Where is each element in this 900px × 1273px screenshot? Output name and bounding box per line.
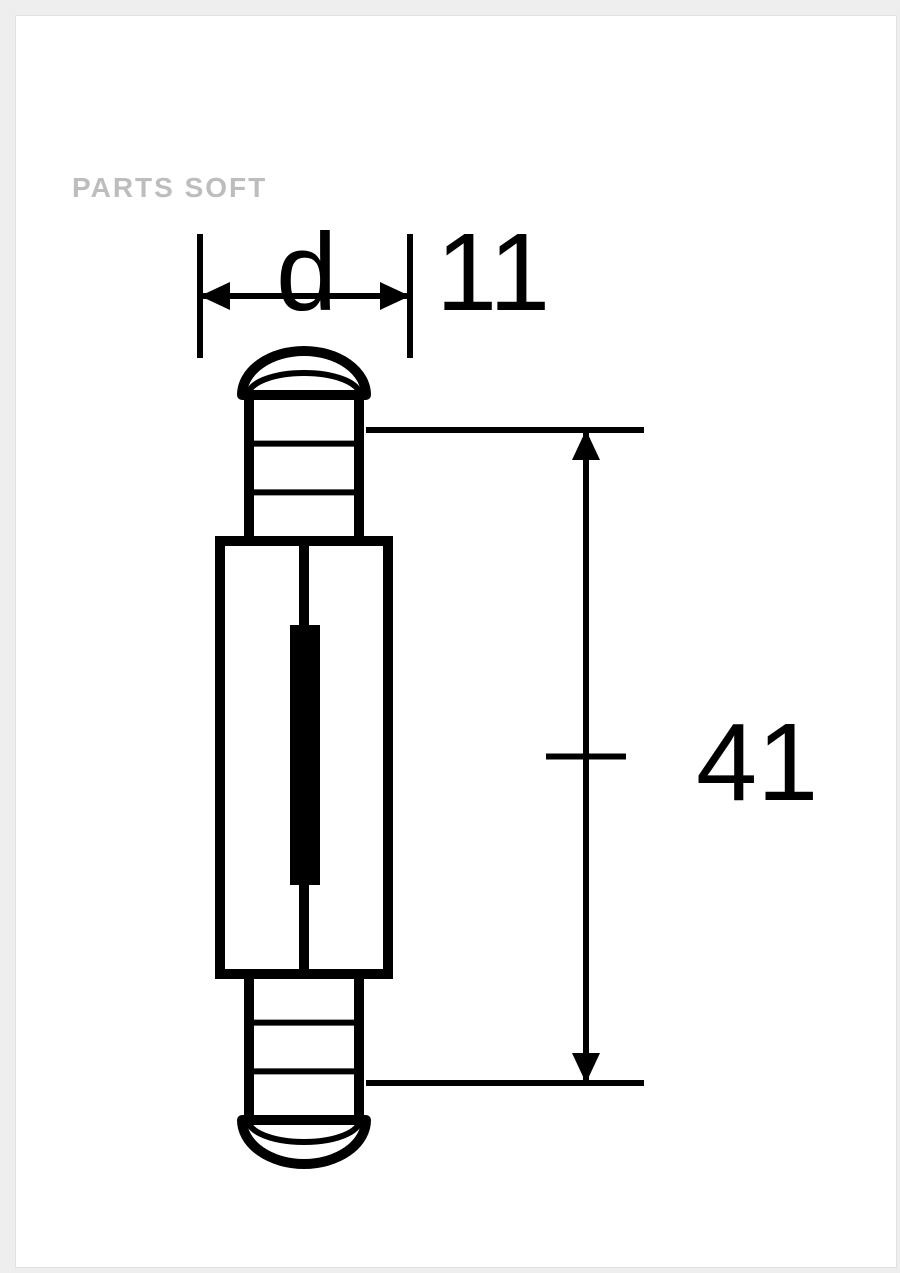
dim-width-symbol: d [276,211,337,334]
dim-length-value: 41 [696,701,818,824]
page-root: PARTS SOFT d1141 [0,0,900,1273]
dim-width-value: 11 [436,211,550,334]
dimension-drawing: d 11 41 [0,0,900,1273]
